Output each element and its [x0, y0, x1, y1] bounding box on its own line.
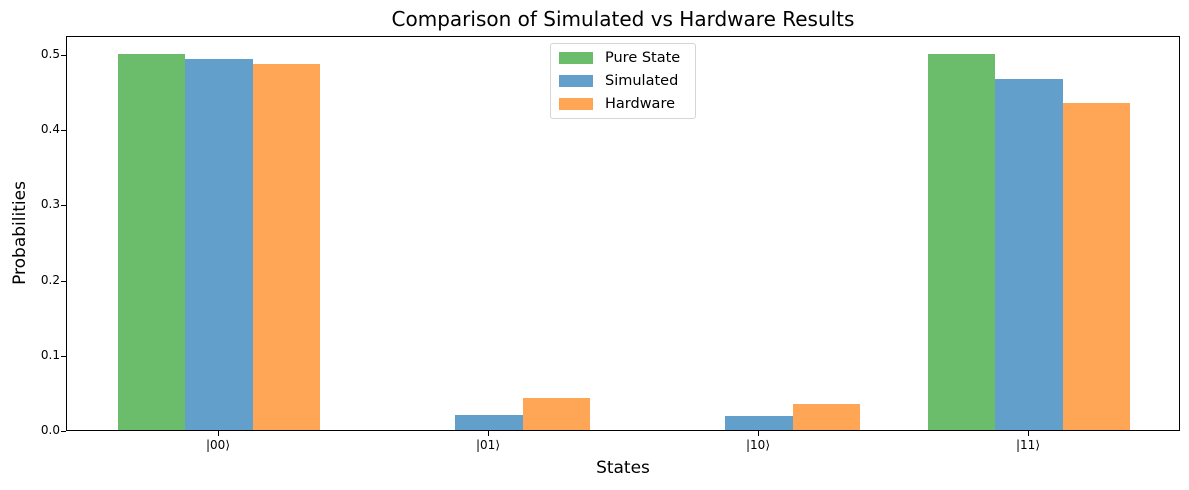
y-tick-mark	[61, 280, 66, 282]
x-tick-mark	[1028, 431, 1029, 436]
y-tick-mark	[61, 431, 66, 432]
y-tick-mark	[61, 54, 66, 56]
y-tick-label: 0.3	[40, 197, 60, 212]
y-tick-label: 0.2	[40, 272, 60, 287]
bar-pure-state-0	[117, 53, 186, 430]
bar-hardware-1	[522, 397, 591, 430]
y-tick-mark	[61, 205, 66, 207]
bar-hardware-0	[252, 63, 321, 430]
y-axis-label: Probabilities	[10, 181, 30, 285]
x-tick-mark	[218, 431, 219, 436]
bar-simulated-3	[995, 78, 1063, 430]
bar-simulated-2	[725, 415, 793, 430]
legend-item-simulated: Simulated	[559, 73, 678, 89]
legend-swatch-simulated	[559, 75, 593, 87]
y-tick-label: 0.5	[40, 46, 60, 61]
legend: Pure State Simulated Hardware	[550, 43, 696, 119]
y-tick-mark	[61, 355, 66, 357]
bar-hardware-2	[792, 404, 861, 430]
chart-title: Comparison of Simulated vs Hardware Resu…	[391, 7, 855, 31]
x-tick-label: |10⟩	[746, 438, 770, 452]
y-tick-label: 0.0	[40, 423, 60, 437]
y-tick-label: 0.4	[40, 122, 60, 137]
x-tick-label: |00⟩	[206, 438, 230, 452]
x-axis-label: States	[596, 458, 650, 478]
bar-pure-state-3	[927, 53, 996, 430]
y-tick-label: 0.1	[40, 347, 60, 362]
x-tick-mark	[758, 431, 759, 436]
plot-area	[66, 36, 1180, 431]
x-tick-label: |11⟩	[1016, 438, 1040, 452]
y-tick-mark	[61, 130, 66, 132]
bar-hardware-3	[1062, 102, 1131, 430]
bar-simulated-0	[185, 59, 253, 430]
x-tick-label: |01⟩	[476, 438, 500, 452]
legend-swatch-hardware	[559, 98, 593, 110]
bar-simulated-1	[455, 414, 523, 430]
legend-swatch-pure-state	[559, 52, 593, 64]
legend-item-pure-state: Pure State	[559, 50, 680, 66]
x-tick-mark	[488, 431, 489, 436]
legend-item-hardware: Hardware	[559, 96, 675, 112]
